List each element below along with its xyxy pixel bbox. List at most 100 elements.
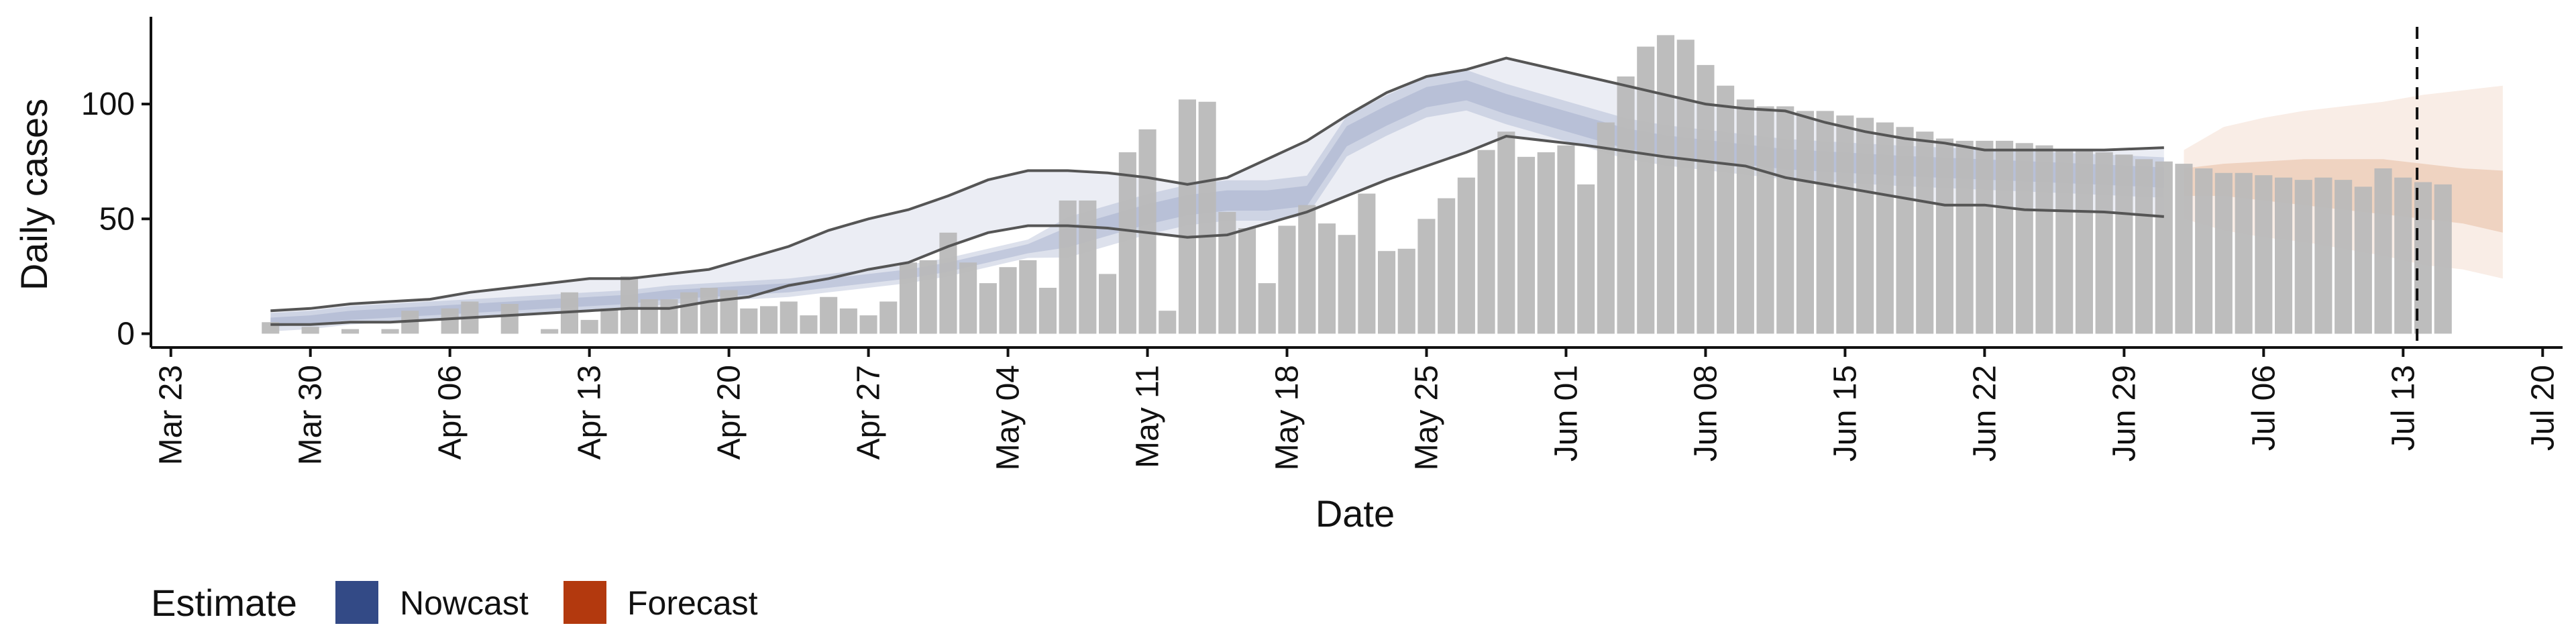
bar xyxy=(1597,122,1615,334)
bar xyxy=(1038,288,1057,334)
x-axis: Mar 23 Mar 30 Apr 06 Apr 13 Apr 20 Apr 27 May … xyxy=(151,346,2563,470)
bar xyxy=(780,301,798,334)
bar xyxy=(1976,140,1994,334)
bar xyxy=(2275,177,2293,334)
bar xyxy=(441,308,459,334)
bar xyxy=(740,308,758,334)
bar xyxy=(2314,177,2332,334)
bar xyxy=(2095,152,2113,334)
y-tick-label: 0 xyxy=(117,316,135,352)
bar xyxy=(1298,205,1316,334)
bar xyxy=(680,292,698,334)
x-tick-label: Apr 20 xyxy=(712,365,747,460)
y-tick-label: 100 xyxy=(81,87,135,122)
bar xyxy=(1019,260,1037,334)
bar xyxy=(660,299,678,334)
bar xyxy=(640,299,658,334)
bar xyxy=(2394,177,2412,334)
x-tick-label: Jul 13 xyxy=(2385,365,2421,451)
legend: Estimate Nowcast Forecast xyxy=(151,581,758,624)
x-tick-label: Jul 06 xyxy=(2246,365,2282,451)
bar xyxy=(2374,168,2392,334)
x-tick-label: Apr 27 xyxy=(851,365,887,460)
line-layer xyxy=(270,27,2419,347)
bar xyxy=(760,306,778,334)
bar xyxy=(2155,161,2173,334)
bar xyxy=(2294,180,2312,334)
x-tick-label: May 11 xyxy=(1130,365,1166,468)
bar xyxy=(1059,200,1077,334)
legend-label-nowcast: Nowcast xyxy=(400,584,529,622)
bar xyxy=(1876,122,1894,334)
y-axis: 0 50 100 xyxy=(81,17,152,352)
bar xyxy=(1836,115,1854,334)
x-tick-label: Apr 06 xyxy=(433,365,468,460)
bar xyxy=(2235,172,2253,334)
bar xyxy=(2214,172,2233,334)
bar xyxy=(1358,193,1376,334)
bar xyxy=(1178,99,1196,334)
bar xyxy=(1397,248,1415,334)
x-tick-label: Jul 20 xyxy=(2525,365,2561,451)
bar-layer xyxy=(262,35,2452,334)
bar xyxy=(1218,212,1236,334)
bar xyxy=(859,315,877,334)
bar xyxy=(1517,156,1536,334)
bar xyxy=(1079,200,1097,334)
bar xyxy=(979,283,997,334)
bar xyxy=(1417,219,1436,334)
bar xyxy=(1537,152,1555,334)
bar xyxy=(1856,117,1874,334)
bar xyxy=(1378,251,1396,334)
bar xyxy=(1557,145,1575,334)
bar xyxy=(839,308,857,334)
y-axis-title: Daily cases xyxy=(13,99,55,290)
bar xyxy=(2055,150,2074,334)
bar xyxy=(541,329,559,334)
x-tick-label: May 18 xyxy=(1270,365,1305,470)
bar xyxy=(1258,283,1276,334)
bar xyxy=(2135,159,2153,334)
bar xyxy=(2175,164,2193,334)
bar xyxy=(500,304,519,334)
bar xyxy=(700,288,718,334)
bar xyxy=(2115,154,2133,334)
bar xyxy=(341,329,360,334)
bar xyxy=(1717,85,1735,334)
bar xyxy=(1935,138,1953,334)
x-tick-label: Mar 23 xyxy=(154,365,189,465)
bar xyxy=(2035,145,2053,334)
bar xyxy=(1278,225,1296,334)
bar xyxy=(1477,150,1495,334)
bar xyxy=(1577,184,1595,334)
bar xyxy=(1318,223,1336,334)
bar xyxy=(1756,106,1774,334)
bar xyxy=(1736,99,1754,334)
legend-swatch-nowcast xyxy=(335,581,378,624)
x-tick-label: Jun 22 xyxy=(1967,365,2002,462)
bar xyxy=(1816,111,1834,334)
bar xyxy=(1955,140,1974,334)
bar xyxy=(1896,127,1914,334)
bar xyxy=(1338,235,1356,334)
x-tick-label: May 25 xyxy=(1409,365,1444,470)
bar xyxy=(1656,35,1674,334)
x-tick-label: Mar 30 xyxy=(293,365,329,465)
bar xyxy=(1637,46,1655,334)
bar xyxy=(1238,228,1256,334)
x-tick-label: Jun 01 xyxy=(1548,365,1584,462)
bar xyxy=(1159,311,1177,334)
x-tick-label: May 04 xyxy=(991,365,1026,470)
bar xyxy=(580,319,598,334)
bar xyxy=(2354,186,2372,334)
bar xyxy=(1796,111,1814,334)
bar xyxy=(2195,168,2213,334)
bar xyxy=(1676,40,1695,334)
bar xyxy=(879,301,898,334)
bar xyxy=(301,327,319,334)
bar xyxy=(999,267,1017,334)
bar xyxy=(899,262,917,334)
bar xyxy=(1996,140,2014,334)
bar xyxy=(919,260,937,334)
legend-label-forecast: Forecast xyxy=(627,584,758,622)
